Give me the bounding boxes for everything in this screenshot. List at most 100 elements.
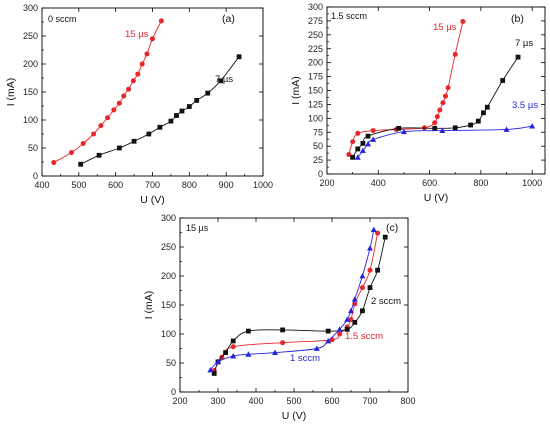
series-label: 7 µs bbox=[515, 38, 533, 49]
data-point bbox=[230, 338, 236, 344]
data-point bbox=[359, 147, 366, 154]
panel-label: (c) bbox=[386, 222, 398, 234]
data-point bbox=[126, 86, 132, 92]
data-point bbox=[355, 130, 361, 136]
condition-label: 15 µs bbox=[186, 223, 209, 233]
data-point bbox=[350, 154, 356, 160]
data-point bbox=[344, 316, 351, 322]
y-tick-label: 50 bbox=[166, 358, 176, 368]
y-tick-label: 75 bbox=[313, 127, 323, 137]
data-point bbox=[150, 36, 155, 42]
y-tick-label: 25 bbox=[313, 155, 323, 165]
data-point bbox=[360, 140, 366, 146]
data-point bbox=[96, 152, 102, 158]
data-point bbox=[179, 108, 185, 114]
data-point bbox=[157, 124, 163, 130]
data-point bbox=[367, 267, 373, 273]
y-tick-label: 300 bbox=[308, 2, 323, 12]
series-line bbox=[213, 232, 379, 371]
y-tick-label: 100 bbox=[308, 113, 323, 123]
x-tick-label: 1000 bbox=[522, 178, 542, 188]
data-point bbox=[174, 113, 179, 118]
x-tick-label: 400 bbox=[34, 180, 49, 190]
data-point bbox=[246, 328, 251, 334]
x-tick-label: 400 bbox=[371, 178, 386, 188]
data-point bbox=[325, 328, 331, 334]
data-point bbox=[439, 127, 446, 133]
data-point bbox=[146, 131, 152, 137]
data-point bbox=[80, 141, 86, 147]
data-point bbox=[131, 138, 137, 144]
x-tick-label: 800 bbox=[473, 178, 488, 188]
y-tick-label: 100 bbox=[161, 329, 176, 339]
x-axis-label: U (V) bbox=[140, 194, 165, 206]
data-point bbox=[223, 350, 228, 355]
y-axis-label: I (mA) bbox=[143, 291, 155, 320]
data-point bbox=[236, 54, 242, 60]
data-point bbox=[452, 51, 458, 57]
data-point bbox=[211, 371, 217, 376]
x-tick-label: 700 bbox=[362, 396, 377, 406]
y-tick-label: 0 bbox=[318, 169, 323, 179]
data-point bbox=[468, 122, 474, 128]
data-point bbox=[355, 146, 361, 152]
series-label: 1 sccm bbox=[290, 353, 320, 364]
y-tick-label: 0 bbox=[171, 387, 176, 397]
series-2 bbox=[207, 226, 377, 373]
data-point bbox=[230, 344, 236, 350]
series-line bbox=[210, 229, 375, 371]
x-tick-label: 700 bbox=[145, 180, 160, 190]
data-point bbox=[359, 285, 365, 291]
data-point bbox=[365, 140, 372, 147]
series-1 bbox=[350, 54, 521, 160]
x-tick-label: 800 bbox=[182, 180, 197, 190]
data-point bbox=[475, 118, 481, 124]
data-point bbox=[352, 320, 358, 325]
data-point bbox=[452, 125, 458, 131]
y-tick-label: 300 bbox=[23, 3, 38, 13]
series-label: 3.5 µs bbox=[512, 100, 538, 111]
y-tick-label: 275 bbox=[308, 16, 323, 26]
x-tick-label: 500 bbox=[71, 180, 86, 190]
data-point bbox=[105, 115, 111, 121]
data-point bbox=[144, 51, 150, 57]
data-point bbox=[158, 18, 164, 24]
data-point bbox=[344, 326, 350, 332]
panel-label: (a) bbox=[222, 13, 235, 25]
plot-frame bbox=[41, 7, 264, 177]
data-point bbox=[215, 358, 221, 365]
y-tick-label: 250 bbox=[308, 30, 323, 40]
series-0 bbox=[346, 18, 466, 158]
series-label: 7 µs bbox=[215, 74, 233, 85]
data-point bbox=[51, 160, 57, 166]
series-label: 15 µs bbox=[433, 22, 457, 33]
data-point bbox=[139, 61, 145, 67]
data-point bbox=[116, 100, 122, 106]
data-point bbox=[116, 145, 122, 151]
data-point bbox=[437, 107, 443, 113]
series-1 bbox=[78, 54, 242, 167]
y-axis-label: I (mA) bbox=[5, 78, 17, 107]
y-tick-label: 225 bbox=[308, 44, 323, 54]
y-tick-label: 0 bbox=[33, 171, 38, 181]
x-tick-label: 800 bbox=[400, 396, 415, 406]
data-point bbox=[460, 18, 466, 24]
data-point bbox=[370, 226, 377, 232]
data-point bbox=[370, 128, 376, 134]
y-tick-label: 150 bbox=[23, 87, 38, 97]
data-point bbox=[400, 128, 407, 135]
x-tick-label: 1000 bbox=[253, 180, 273, 190]
data-point bbox=[168, 118, 174, 124]
series-0 bbox=[51, 18, 164, 166]
data-point bbox=[359, 273, 366, 279]
y-tick-label: 100 bbox=[23, 115, 38, 125]
x-tick-label: 600 bbox=[324, 396, 339, 406]
series-label: 15 µs bbox=[125, 29, 149, 40]
y-tick-label: 150 bbox=[161, 300, 176, 310]
data-point bbox=[325, 337, 332, 344]
data-point bbox=[194, 98, 200, 103]
data-point bbox=[336, 326, 343, 332]
data-point bbox=[440, 100, 446, 106]
data-point bbox=[280, 327, 285, 333]
data-point bbox=[91, 131, 97, 137]
